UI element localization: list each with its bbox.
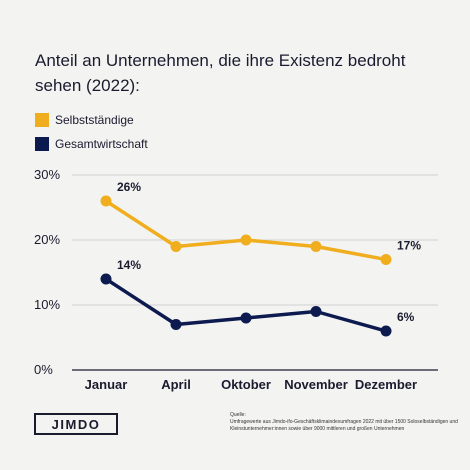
data-point <box>170 319 182 330</box>
legend-swatch-selbststaendige <box>35 113 49 127</box>
data-point <box>170 241 182 252</box>
legend-item-selbststaendige: Selbstständige <box>35 108 148 132</box>
data-point <box>380 325 392 337</box>
x-tick-label: November <box>284 377 348 392</box>
source-note: Quelle: Umfragewerte aus Jimdo-ifo-Gesch… <box>230 412 462 433</box>
legend-label-selbststaendige: Selbstständige <box>55 113 134 127</box>
data-point <box>100 195 112 207</box>
series-line-selbststaendige <box>105 199 387 262</box>
data-point <box>310 306 322 317</box>
y-tick-label: 20% <box>34 232 60 247</box>
source-text: Umfragewerte aus Jimdo-ifo-Geschäftsklim… <box>230 419 458 432</box>
data-point <box>240 234 252 246</box>
y-tick-label: 30% <box>34 167 60 182</box>
jimdo-logo: JIMDO <box>34 413 118 435</box>
data-label: 17% <box>397 239 421 253</box>
data-point <box>380 254 392 265</box>
x-tick-label: Oktober <box>221 377 271 392</box>
data-label: 26% <box>117 180 141 194</box>
y-tick-label: 10% <box>34 297 60 312</box>
x-tick-label: Dezember <box>355 377 417 392</box>
x-tick-label: Januar <box>85 377 128 392</box>
data-label: 6% <box>397 310 415 324</box>
source-heading: Quelle: <box>230 412 246 418</box>
legend-label-gesamtwirtschaft: Gesamtwirtschaft <box>55 137 148 151</box>
data-label: 14% <box>117 258 141 272</box>
legend-item-gesamtwirtschaft: Gesamtwirtschaft <box>35 132 148 156</box>
data-point <box>310 241 322 252</box>
data-point <box>100 273 112 285</box>
legend-swatch-gesamtwirtschaft <box>35 137 49 151</box>
legend: Selbstständige Gesamtwirtschaft <box>35 108 148 156</box>
x-tick-label: April <box>161 377 191 392</box>
y-tick-label: 0% <box>34 362 53 377</box>
chart-title: Anteil an Unternehmen, die ihre Existenz… <box>35 51 406 95</box>
data-point <box>240 312 252 324</box>
